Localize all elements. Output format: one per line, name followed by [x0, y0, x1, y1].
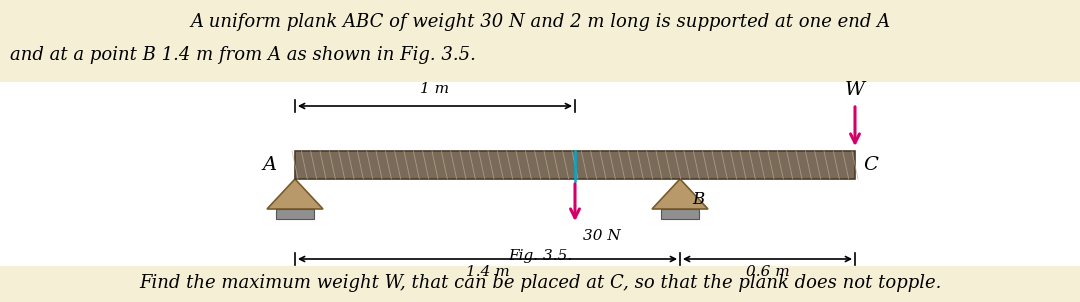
Text: A: A	[262, 156, 276, 174]
Text: 30 N: 30 N	[583, 229, 621, 243]
Text: W: W	[845, 81, 865, 99]
Text: and at a point B 1.4 m from A as shown in Fig. 3.5.: and at a point B 1.4 m from A as shown i…	[10, 46, 476, 64]
Text: 1 m: 1 m	[420, 82, 449, 96]
Polygon shape	[267, 179, 323, 209]
Text: B: B	[692, 191, 704, 208]
Bar	[0, 0, 1080, 82]
Text: C: C	[863, 156, 878, 174]
Polygon shape	[652, 179, 708, 209]
Text: Fig. 3.5.: Fig. 3.5.	[508, 249, 572, 263]
Text: Find the maximum weight W, that can be placed at C, so that the plank does not t: Find the maximum weight W, that can be p…	[139, 274, 941, 292]
Bar	[276, 209, 314, 219]
Text: 0.6 m: 0.6 m	[745, 265, 789, 279]
Bar	[295, 151, 855, 179]
Text: A uniform plank ABC of weight 30 N and 2 m long is supported at one end A: A uniform plank ABC of weight 30 N and 2…	[190, 13, 890, 31]
Bar	[0, 266, 1080, 302]
Text: 1.4 m: 1.4 m	[465, 265, 510, 279]
Bar	[661, 209, 699, 219]
